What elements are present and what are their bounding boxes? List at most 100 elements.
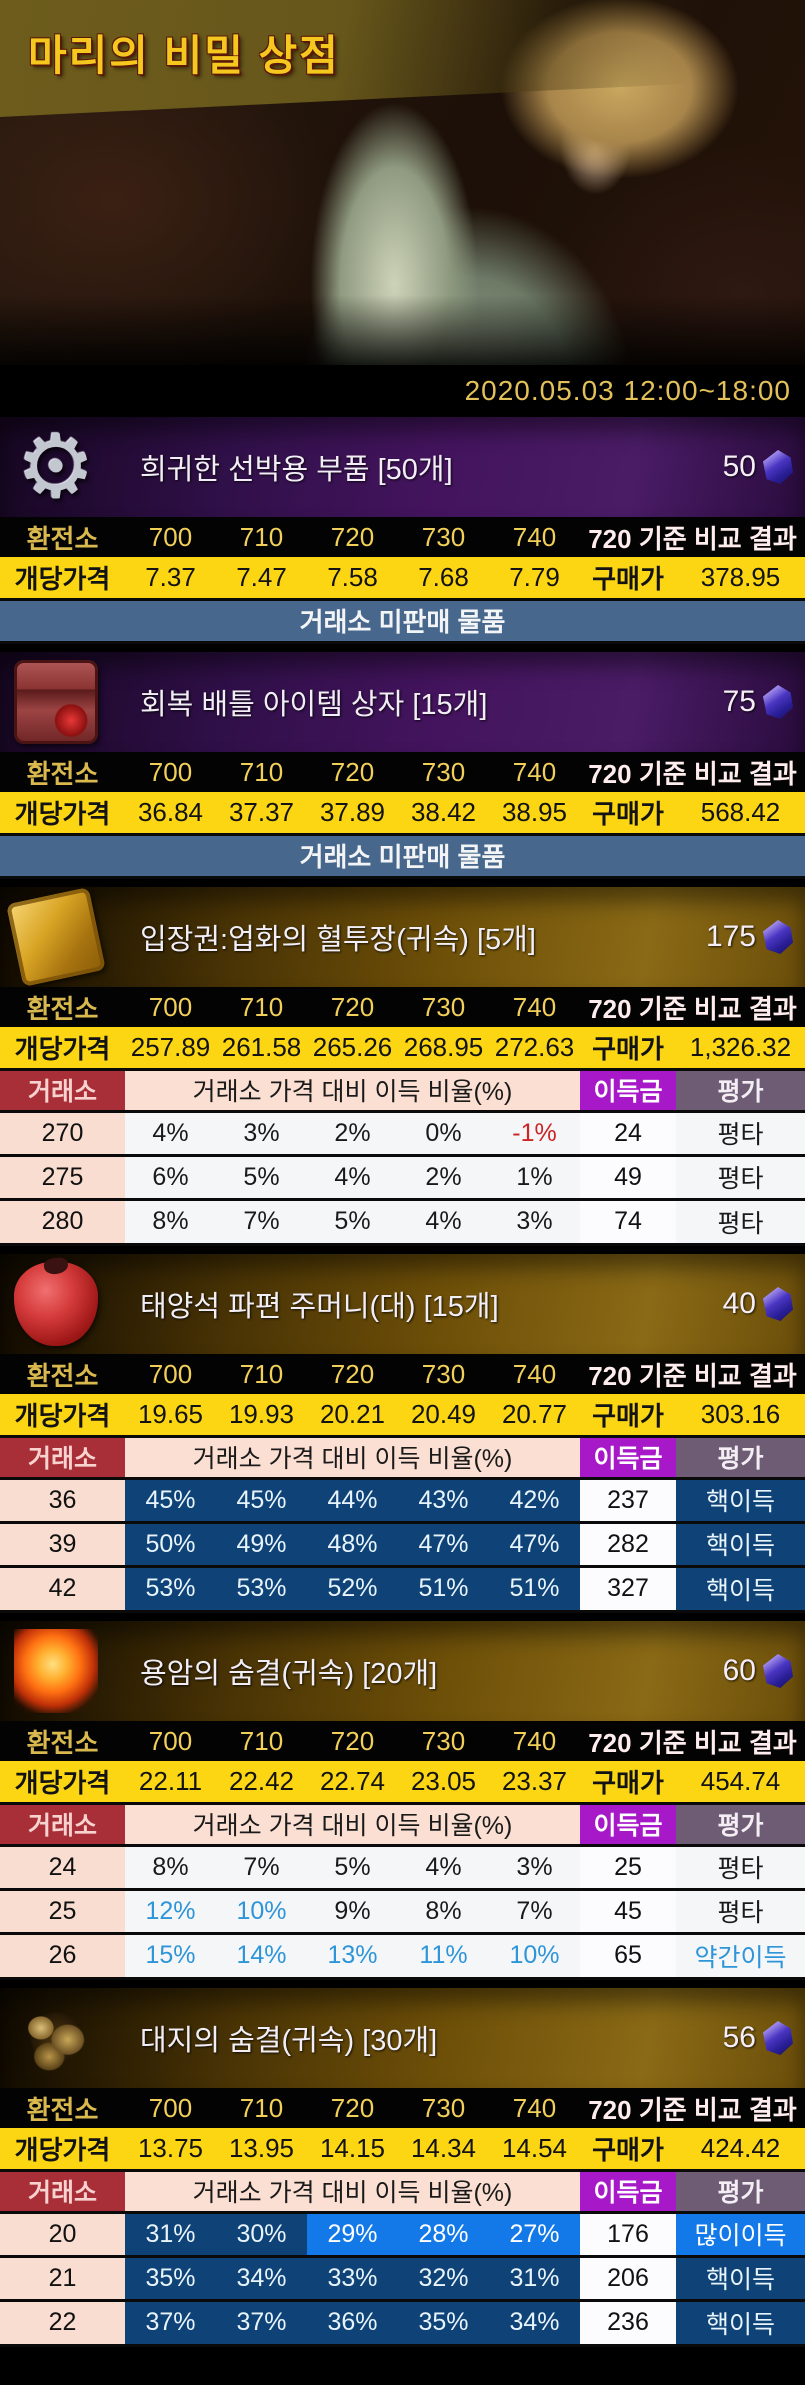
eval-label-cell: 평가 xyxy=(676,2168,805,2212)
ratio-cell: 5% xyxy=(307,1197,398,1243)
profit-value-cell: 25 xyxy=(580,1843,676,1889)
item-name: 용암의 숨결(귀속) [20개] xyxy=(140,1658,438,1690)
market-data-row: 270 4% 3% 2% 0% -1% 24 평타 xyxy=(0,1109,805,1155)
pouch-icon xyxy=(14,1262,98,1346)
market-price-cell: 21 xyxy=(0,2254,125,2300)
ratio-cell: 4% xyxy=(125,1109,216,1155)
eval-value-cell: 평타 xyxy=(676,1109,805,1155)
purchase-value-cell: 303.16 xyxy=(676,1394,805,1436)
market-data-row: 36 45% 45% 44% 43% 42% 237 핵이득 xyxy=(0,1476,805,1522)
price-table: 환전소 700 710 720 730 740 720 기준 비교 결과 개당가격 7.37 7.… xyxy=(0,517,805,641)
ratio-cell: 34% xyxy=(216,2254,307,2300)
unit-price-row: 개당가격 36.84 37.37 37.89 38.42 38.95 구매가 568.42 xyxy=(0,792,805,834)
date-range: 2020.05.03 12:00~18:00 xyxy=(464,375,791,406)
not-sold-row: 거래소 미판매 물품 xyxy=(0,832,805,876)
eval-value-cell: 핵이득 xyxy=(676,2254,805,2300)
item-price-value: 40 xyxy=(722,1287,756,1320)
profit-label-cell: 이득금 xyxy=(580,1067,676,1111)
earth-icon xyxy=(14,1996,98,2080)
unit-price-cell: 38.95 xyxy=(489,792,580,834)
profit-value-cell: 236 xyxy=(580,2298,676,2344)
exchange-rate-cell: 710 xyxy=(216,2088,307,2128)
ratio-cell: 51% xyxy=(489,1564,580,1610)
purchase-label-cell: 구매가 xyxy=(580,1394,676,1436)
ratio-cell: 35% xyxy=(398,2298,489,2344)
exchange-label-cell: 환전소 xyxy=(0,987,125,1027)
item-header: 용암의 숨결(귀속) [20개] 60 xyxy=(0,1621,805,1721)
item-price: 50 xyxy=(723,450,793,484)
unit-price-row: 개당가격 19.65 19.93 20.21 20.49 20.77 구매가 303.16 xyxy=(0,1394,805,1436)
profit-value-cell: 237 xyxy=(580,1476,676,1522)
exchange-rate-cell: 720 xyxy=(307,1721,398,1761)
purchase-value-cell: 568.42 xyxy=(676,792,805,834)
unit-price-row: 개당가격 13.75 13.95 14.15 14.34 14.54 구매가 424.42 xyxy=(0,2128,805,2170)
item-section: 대지의 숨결(귀속) [30개] 56 환전소 700 710 720 730 740 720 … xyxy=(0,1988,805,2347)
exchange-rate-cell: 710 xyxy=(216,517,307,557)
market-header-row: 거래소 거래소 가격 대비 이득 비율(%) 이득금 평가 xyxy=(0,1801,805,1845)
unit-price-cell: 20.21 xyxy=(307,1394,398,1436)
market-label-cell: 거래소 xyxy=(0,1067,125,1111)
not-sold-row: 거래소 미판매 물품 xyxy=(0,597,805,641)
market-price-cell: 25 xyxy=(0,1887,125,1933)
profit-value-cell: 65 xyxy=(580,1931,676,1977)
exchange-rate-cell: 740 xyxy=(489,752,580,792)
item-price-value: 75 xyxy=(722,685,756,718)
ratio-cell: 45% xyxy=(125,1476,216,1522)
unit-price-cell: 7.58 xyxy=(307,557,398,599)
exchange-rate-cell: 720 xyxy=(307,987,398,1027)
exchange-rate-cell: 730 xyxy=(398,1354,489,1394)
unit-price-label-cell: 개당가격 xyxy=(0,2128,125,2170)
exchange-rate-cell: 710 xyxy=(216,1354,307,1394)
market-data-row: 275 6% 5% 4% 2% 1% 49 평타 xyxy=(0,1153,805,1199)
ratio-cell: 45% xyxy=(216,1476,307,1522)
unit-price-label-cell: 개당가격 xyxy=(0,557,125,599)
market-data-row: 21 35% 34% 33% 32% 31% 206 핵이득 xyxy=(0,2254,805,2300)
exchange-rate-cell: 730 xyxy=(398,987,489,1027)
unit-price-cell: 257.89 xyxy=(125,1027,216,1069)
market-header-row: 거래소 거래소 가격 대비 이득 비율(%) 이득금 평가 xyxy=(0,2168,805,2212)
exchange-row: 환전소 700 710 720 730 740 720 기준 비교 결과 xyxy=(0,752,805,792)
exchange-label-cell: 환전소 xyxy=(0,752,125,792)
profit-value-cell: 24 xyxy=(580,1109,676,1155)
ratio-cell: 48% xyxy=(307,1520,398,1566)
item-price: 40 xyxy=(723,1287,793,1321)
lava-icon xyxy=(14,1629,98,1713)
item-header: 대지의 숨결(귀속) [30개] 56 xyxy=(0,1988,805,2088)
market-data-row: 25 12% 10% 9% 8% 7% 45 평타 xyxy=(0,1887,805,1933)
ratio-cell: 4% xyxy=(398,1843,489,1889)
ratio-cell: 47% xyxy=(398,1520,489,1566)
ratio-cell: 43% xyxy=(398,1476,489,1522)
banner-image: 마리의 비밀 상점 xyxy=(0,0,805,365)
price-table: 환전소 700 710 720 730 740 720 기준 비교 결과 개당가격 13.75 1… xyxy=(0,2088,805,2344)
ratio-cell: 52% xyxy=(307,1564,398,1610)
market-data-row: 39 50% 49% 48% 47% 47% 282 핵이득 xyxy=(0,1520,805,1566)
unit-price-cell: 14.15 xyxy=(307,2128,398,2170)
eval-label-cell: 평가 xyxy=(676,1801,805,1845)
ratio-cell: 3% xyxy=(489,1197,580,1243)
market-data-row: 24 8% 7% 5% 4% 3% 25 평타 xyxy=(0,1843,805,1889)
page-title: 마리의 비밀 상점 xyxy=(28,32,340,79)
ratio-cell: 11% xyxy=(398,1931,489,1977)
not-sold-banner: 거래소 미판매 물품 xyxy=(0,597,805,641)
exchange-label-cell: 환전소 xyxy=(0,2088,125,2128)
purchase-value-cell: 454.74 xyxy=(676,1761,805,1803)
compare-header-cell: 720 기준 비교 결과 xyxy=(580,752,805,792)
exchange-rate-cell: 730 xyxy=(398,752,489,792)
exchange-row: 환전소 700 710 720 730 740 720 기준 비교 결과 xyxy=(0,2088,805,2128)
exchange-rate-cell: 710 xyxy=(216,987,307,1027)
exchange-rate-cell: 740 xyxy=(489,517,580,557)
item-price-value: 175 xyxy=(705,920,756,953)
unit-price-cell: 7.37 xyxy=(125,557,216,599)
ratio-cell: 14% xyxy=(216,1931,307,1977)
compare-header-cell: 720 기준 비교 결과 xyxy=(580,517,805,557)
unit-price-cell: 20.77 xyxy=(489,1394,580,1436)
market-label-cell: 거래소 xyxy=(0,1434,125,1478)
ratio-cell: 37% xyxy=(125,2298,216,2344)
unit-price-cell: 14.54 xyxy=(489,2128,580,2170)
exchange-rate-cell: 740 xyxy=(489,987,580,1027)
ratio-cell: 1% xyxy=(489,1153,580,1199)
purchase-label-cell: 구매가 xyxy=(580,1761,676,1803)
ratio-cell: 50% xyxy=(125,1520,216,1566)
exchange-rate-cell: 700 xyxy=(125,2088,216,2128)
ratio-cell: -1% xyxy=(489,1109,580,1155)
